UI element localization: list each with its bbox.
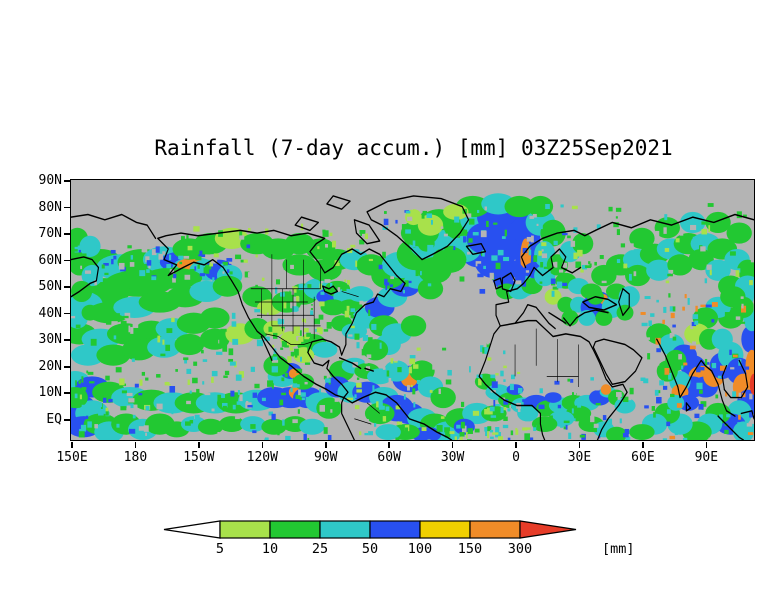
x-tick-mark — [642, 442, 644, 448]
y-tick-mark — [64, 312, 71, 315]
y-tick-mark — [64, 259, 71, 262]
y-axis-label: 60N — [38, 252, 62, 268]
colorbar-tick-label: 5 — [216, 541, 224, 557]
x-tick-mark — [261, 442, 264, 448]
y-axis-label: 50N — [38, 279, 62, 295]
y-tick-mark — [64, 233, 71, 235]
y-axis-label: 30N — [38, 332, 62, 348]
colorbar-segment — [219, 520, 271, 539]
x-axis-label: 90E — [694, 450, 719, 465]
colorbar-tick-label: 50 — [362, 541, 378, 557]
x-tick-mark — [324, 442, 327, 448]
colorbar-segment — [469, 520, 521, 539]
y-tick-mark — [64, 339, 71, 341]
rain-raster — [71, 193, 754, 440]
x-tick-mark — [515, 442, 517, 448]
x-axis-label: 0 — [512, 450, 520, 465]
y-axis-label: EQ — [46, 411, 62, 427]
y-axis-label: 90N — [38, 173, 62, 188]
x-axis-label: 30E — [567, 450, 592, 465]
colorbar-segment — [419, 520, 471, 539]
map-panel — [70, 179, 755, 441]
x-tick-mark — [71, 442, 73, 448]
x-tick-mark — [198, 442, 200, 448]
colorbar-tick-label: 150 — [458, 541, 482, 557]
colorbar-tick-label: 25 — [312, 541, 328, 557]
x-axis-label: 120W — [246, 450, 278, 465]
y-axis-label: 10N — [38, 385, 62, 401]
x-tick-mark — [388, 442, 390, 448]
y-axis-label: 70N — [38, 226, 62, 242]
x-tick-mark — [451, 442, 454, 448]
figure-title: Rainfall (7-day accum.) [mm] 03Z25Sep202… — [154, 136, 673, 160]
y-axis-label: 40N — [38, 305, 62, 321]
x-axis-label: 90W — [313, 450, 338, 465]
y-axis-label: 20N — [38, 358, 62, 374]
colorbar-tick-label: 10 — [262, 541, 278, 557]
colorbar-tick-label: 100 — [408, 541, 432, 557]
x-tick-mark — [705, 442, 708, 448]
x-axis-label: 150W — [183, 450, 215, 465]
y-tick-mark — [64, 180, 71, 182]
y-tick-mark — [64, 365, 71, 368]
y-tick-mark — [64, 418, 71, 421]
colorbar-tick-label: 300 — [508, 541, 532, 557]
country-state-borders — [250, 254, 579, 425]
x-axis-label: 30W — [440, 450, 465, 465]
x-axis-label: 60E — [631, 450, 655, 465]
x-tick-mark — [134, 442, 137, 448]
x-tick-mark — [578, 442, 581, 448]
rainfall-map — [71, 180, 754, 440]
y-axis-label: 80N — [38, 199, 62, 215]
x-axis-label: 150E — [56, 450, 88, 465]
y-tick-mark — [64, 206, 71, 209]
y-tick-mark — [64, 286, 71, 288]
colorbar-unit-label: [mm] — [602, 541, 635, 557]
colorbar-segment — [269, 520, 321, 539]
y-tick-mark — [64, 392, 71, 395]
x-axis-label: 60W — [377, 450, 401, 465]
colorbar-segment — [369, 520, 421, 539]
colorbar-legend: 5 10 25 50 100 150 300 [mm] — [163, 520, 635, 557]
colorbar-segment — [319, 520, 371, 539]
colorbar-right-arrow — [519, 520, 577, 539]
x-axis-label: 180 — [123, 450, 148, 465]
coastlines — [71, 195, 754, 440]
colorbar-left-arrow — [163, 520, 221, 539]
